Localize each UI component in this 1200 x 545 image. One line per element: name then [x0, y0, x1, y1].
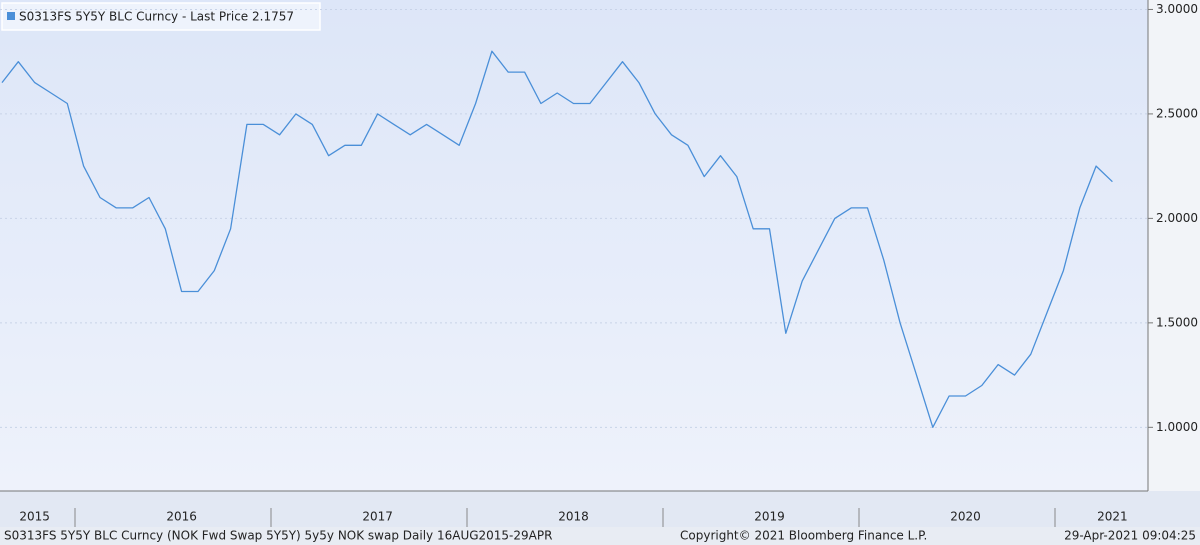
footer-timestamp: 29-Apr-2021 09:04:25 [1064, 529, 1196, 543]
plot-area [0, 0, 1148, 491]
y-tick-label: 1.5000 [1156, 315, 1198, 329]
y-tick-label: 1.0000 [1156, 420, 1198, 434]
legend-box [1, 2, 321, 31]
x-tick-label: 2017 [362, 510, 393, 524]
x-tick-label: 2016 [166, 510, 197, 524]
year-separators [74, 508, 1056, 527]
x-tick-label: 2019 [754, 510, 785, 524]
x-tick-label: 2018 [558, 510, 589, 524]
x-tick-label: 2020 [950, 510, 981, 524]
footer-area [0, 527, 1200, 545]
x-tick-label: 2015 [19, 510, 50, 524]
y-tick-label: 2.0000 [1156, 211, 1198, 225]
footer-copyright: Copyright© 2021 Bloomberg Finance L.P. [680, 529, 927, 543]
legend-swatch [7, 12, 15, 20]
price-line [1, 50, 1113, 428]
footer-description: S0313FS 5Y5Y BLC Curncy (NOK Fwd Swap 5Y… [4, 529, 552, 543]
x-axis-area [0, 491, 1200, 527]
y-tick-label: 2.5000 [1156, 106, 1198, 120]
legend-label: S0313FS 5Y5Y BLC Curncy - Last Price 2.1… [19, 10, 294, 24]
y-tick-label: 3.0000 [1156, 2, 1198, 16]
y-axis-area [1148, 0, 1200, 491]
x-tick-label: 2021 [1097, 510, 1128, 524]
